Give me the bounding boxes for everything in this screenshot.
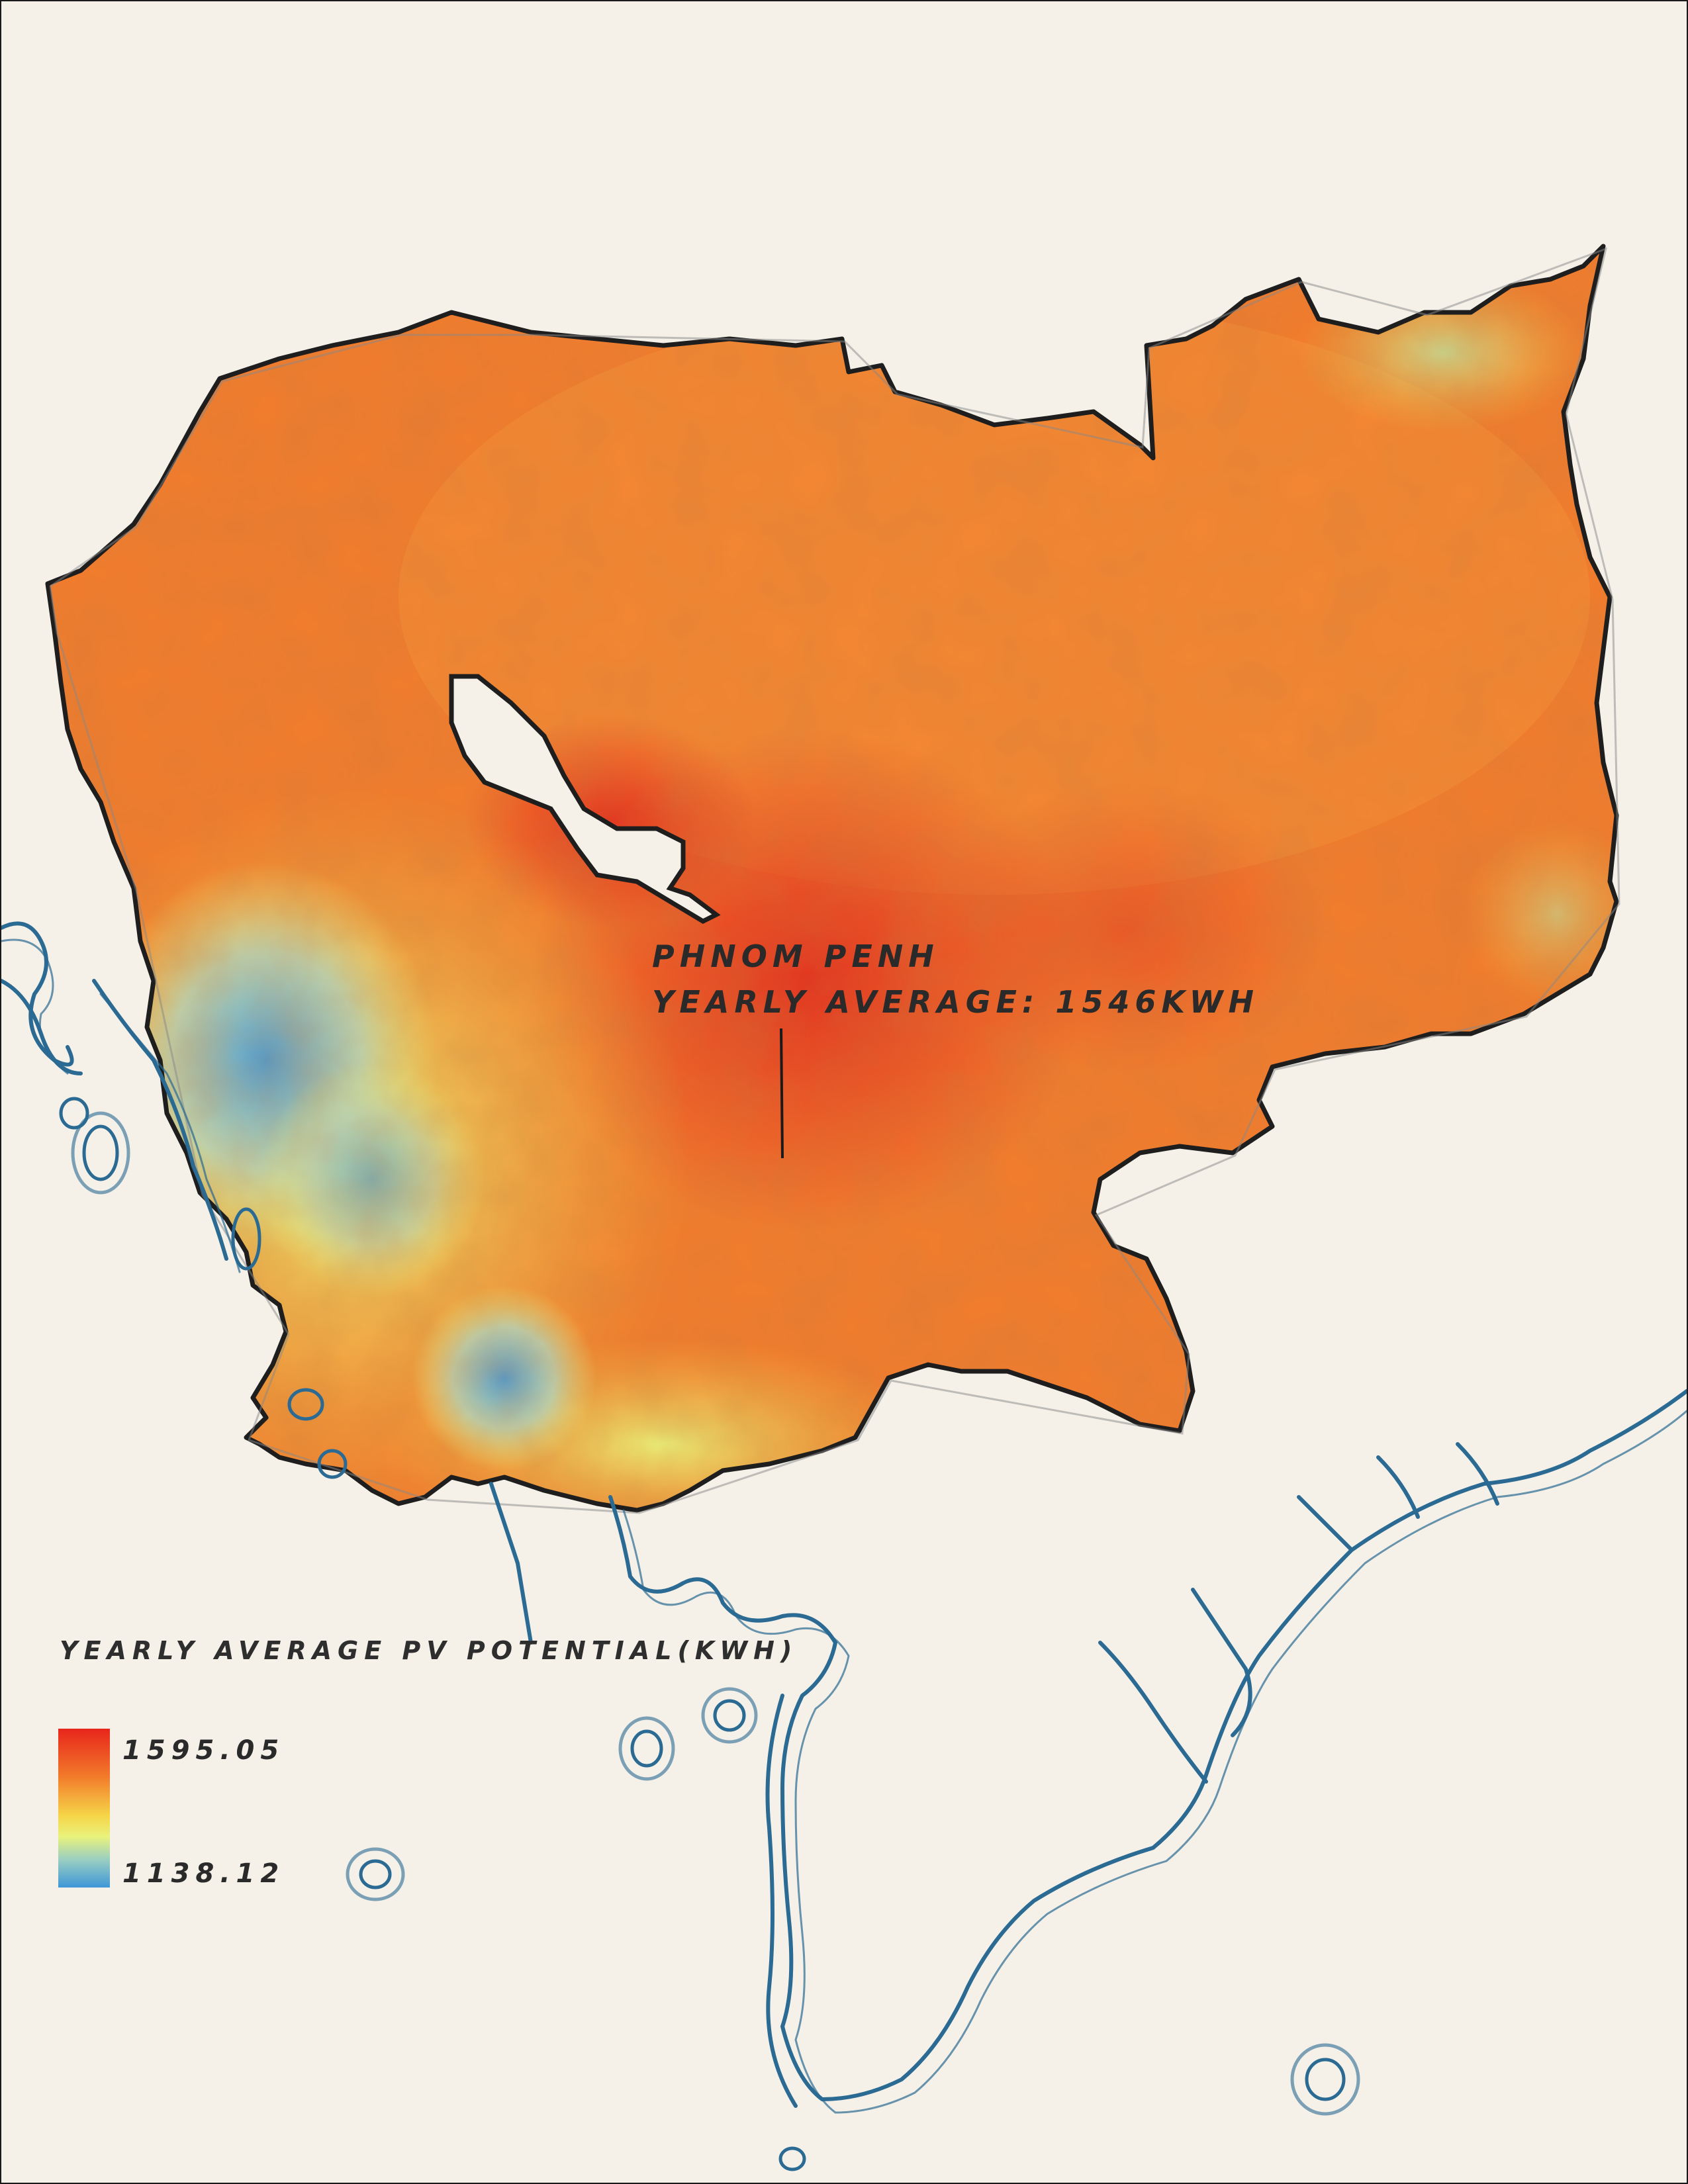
legend-min-label: 1138.12	[122, 1858, 285, 1889]
city-value-label: YEARLY AVERAGE: 1546KWH	[652, 984, 1260, 1020]
tonle-sap-lake	[449, 674, 721, 924]
island	[231, 1207, 261, 1271]
island	[359, 1859, 392, 1889]
legend-max-label: 1595.05	[122, 1735, 285, 1766]
coastline-contours	[1, 921, 1687, 2171]
country-heatmap	[48, 246, 1617, 1510]
island	[713, 1699, 746, 1732]
legend-title: YEARLY AVERAGE PV POTENTIAL(KWH)	[60, 1636, 798, 1665]
island	[1305, 2058, 1346, 2101]
city-leader-line	[780, 1028, 784, 1159]
island	[287, 1388, 324, 1421]
island	[59, 1097, 89, 1130]
island	[82, 1124, 119, 1181]
island	[630, 1729, 663, 1768]
city-label: PHNOM PENH	[652, 938, 939, 974]
island	[317, 1449, 348, 1479]
legend-color-ramp	[58, 1729, 110, 1888]
island	[778, 2146, 806, 2171]
